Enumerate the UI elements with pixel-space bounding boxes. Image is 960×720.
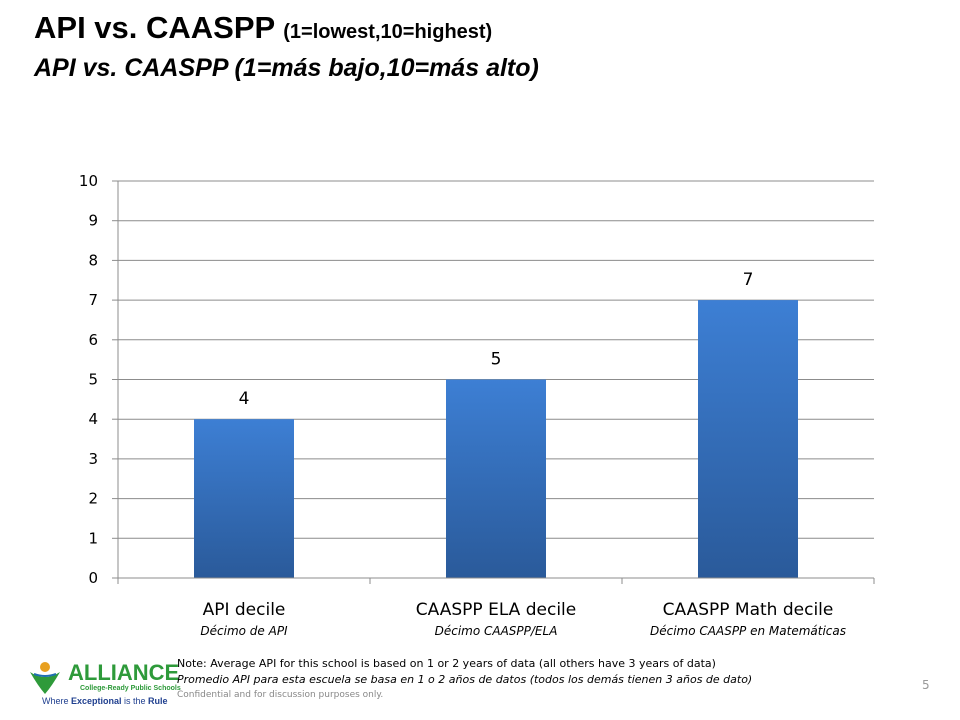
y-tick-label: 5 [88,371,98,389]
data-label: 4 [239,389,250,409]
footnotes: Note: Average API for this school is bas… [177,656,752,702]
category-label: CAASPP Math decile [663,600,834,620]
alliance-logo: ALLIANCE College-Ready Public Schools Wh… [22,658,181,708]
category-label-spanish: Décimo CAASPP/ELA [435,624,558,638]
title-main: API vs. CAASPP [34,10,275,45]
logo-tagline: Where Exceptional is the Rule [42,696,168,706]
category-label: CAASPP ELA decile [416,600,576,620]
y-tick-label: 0 [88,569,98,587]
y-tick-label: 4 [88,410,98,428]
title-subtitle: (1=lowest,10=highest) [283,21,493,43]
page-title-spanish: API vs. CAASPP (1=más bajo,10=más alto) [34,54,539,82]
page-title: API vs. CAASPP (1=lowest,10=highest) [34,10,492,46]
data-label: 7 [743,270,754,290]
logo-subtitle: College-Ready Public Schools [80,685,181,692]
bars [194,300,798,578]
bar [446,379,546,578]
page-number: 5 [922,678,930,692]
note-english: Note: Average API for this school is bas… [177,657,716,670]
data-label: 5 [491,350,502,370]
y-tick-label: 3 [88,450,98,468]
bar [194,419,294,578]
axes [112,180,875,584]
labels: 0 1 2 3 4 5 6 7 8 9 10 4 API decile Décimo de API 5 CAA… [79,172,846,638]
y-tick-label: 8 [88,251,98,269]
logo-figure-icon [30,662,60,694]
category-label-spanish: Décimo CAASPP en Matemáticas [650,624,846,638]
category-label: API decile [203,600,286,620]
y-tick-label: 1 [88,529,98,547]
y-tick-label: 6 [88,331,98,349]
confidential-notice: Confidential and for discussion purposes… [177,690,384,700]
bar [698,300,798,578]
y-tick-label: 7 [88,291,98,309]
y-tick-label: 9 [88,212,98,230]
y-tick-label: 2 [88,490,98,508]
y-tick-label: 10 [79,172,98,190]
logo-wordmark: ALLIANCE [68,660,180,685]
note-spanish: Promedio API para esta escuela se basa e… [177,673,753,686]
category-label-spanish: Décimo de API [200,624,288,638]
